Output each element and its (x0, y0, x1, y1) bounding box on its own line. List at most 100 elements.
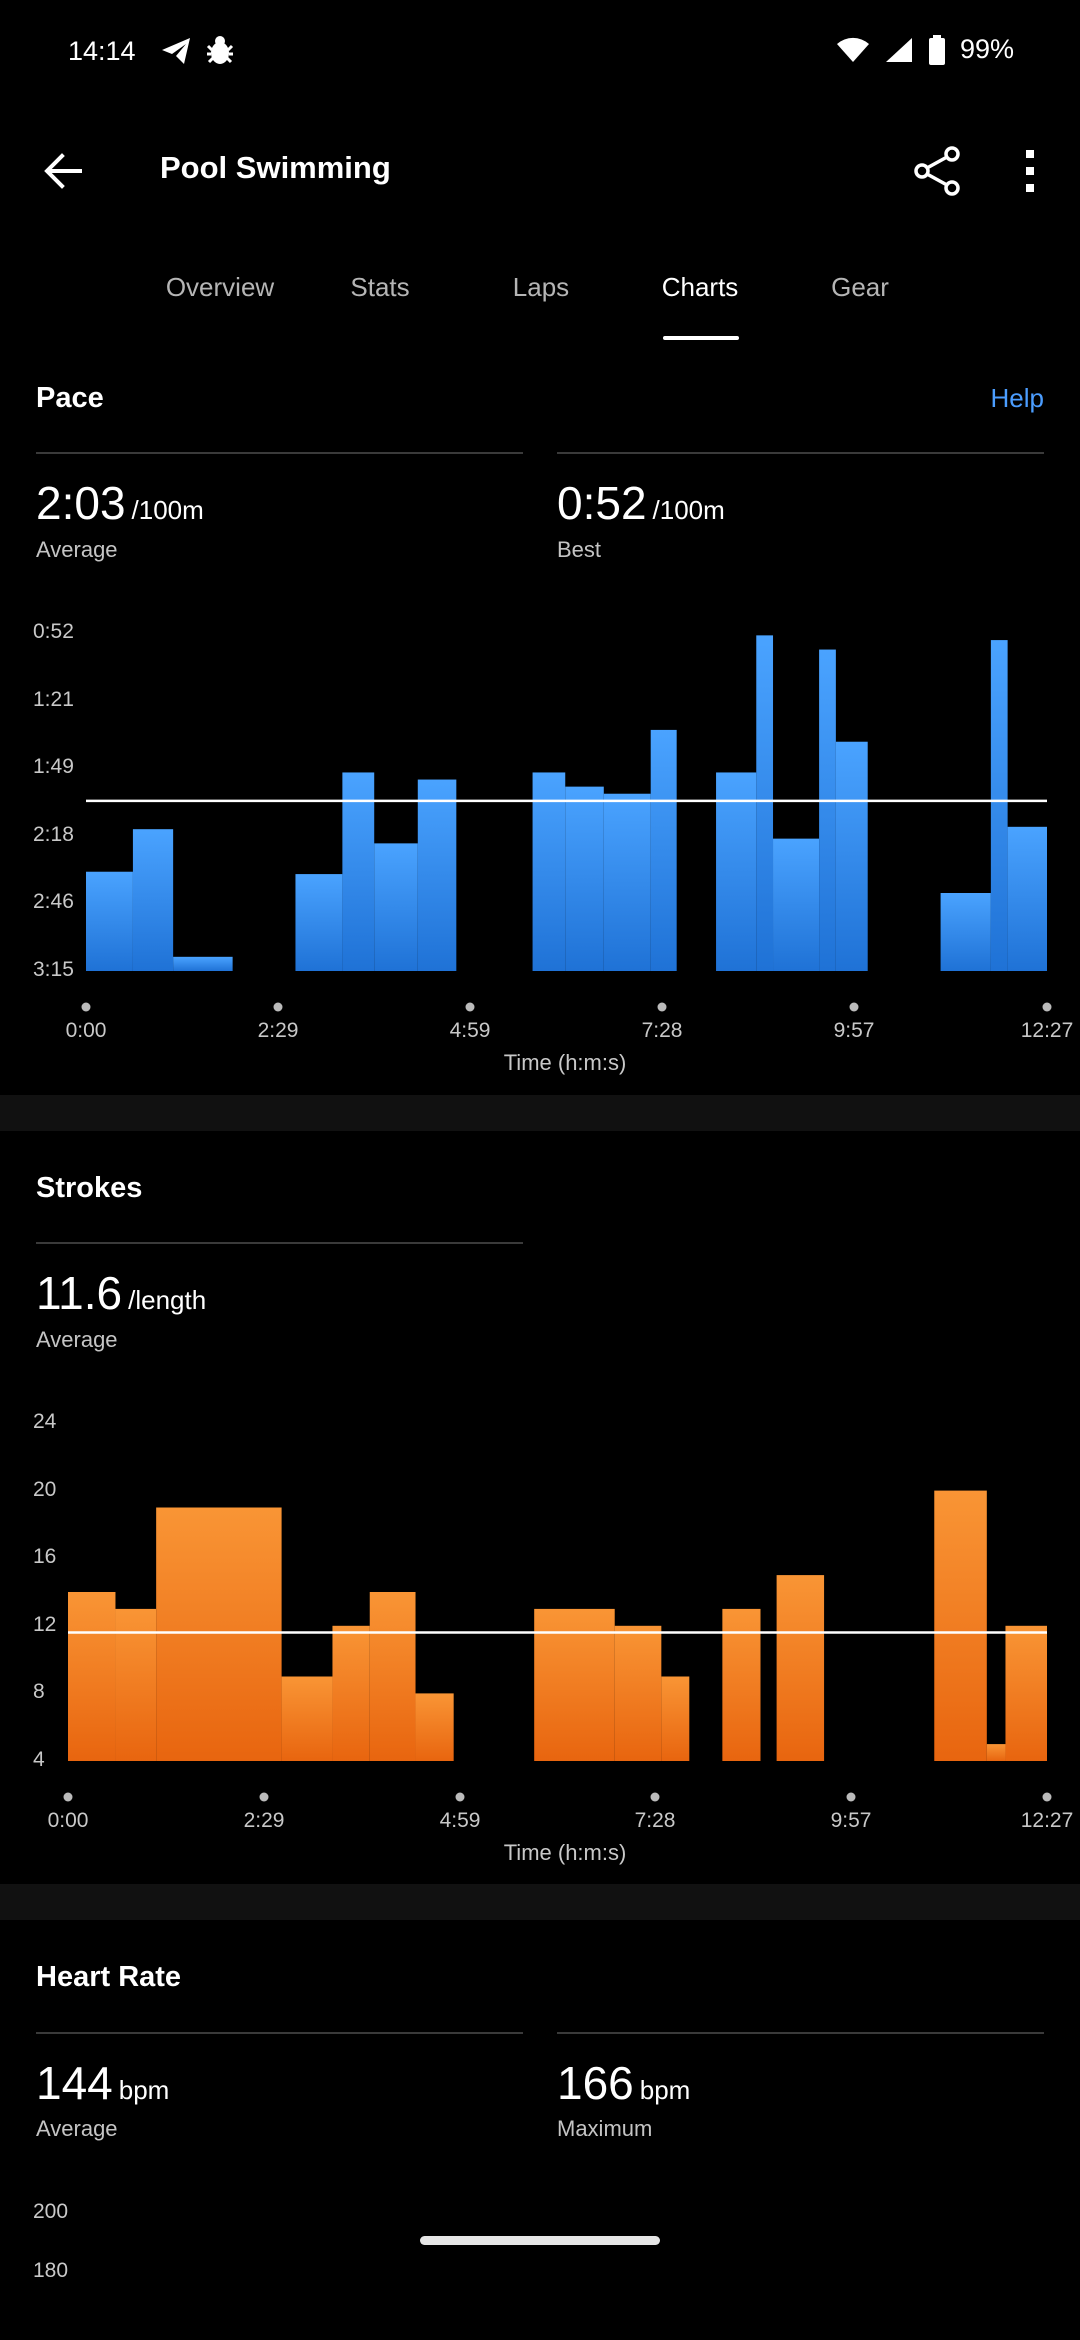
strokes-bar (369, 1592, 416, 1761)
x-tick-dot (455, 1792, 465, 1802)
battery-icon (928, 34, 945, 65)
pace-bar (603, 793, 651, 971)
cell-signal-icon (885, 37, 912, 62)
hr-average-value: 144 bpm (36, 2056, 169, 2110)
y-tick-label: 16 (33, 1545, 57, 1568)
y-tick-label: 180 (33, 2259, 69, 2282)
tab-gear[interactable]: Gear (831, 272, 889, 302)
strokes-bar (661, 1676, 690, 1761)
share-button[interactable] (914, 146, 962, 201)
strokes-x-axis-title: Time (h:m:s) (503, 1840, 627, 1865)
pace-average-unit: /100m (131, 495, 204, 525)
x-tick-label: 2:29 (243, 1809, 285, 1832)
x-tick-label: 2:29 (257, 1019, 299, 1042)
strokes-bar (986, 1744, 1006, 1761)
y-tick-label: 4 (33, 1748, 45, 1771)
divider (557, 2032, 1044, 2034)
divider (36, 2032, 523, 2034)
tab-overview[interactable]: Overview (165, 272, 275, 302)
status-right: 99% (836, 34, 1014, 65)
telegram-icon (162, 38, 190, 64)
strokes-bar (934, 1490, 987, 1761)
section-separator (0, 1884, 1080, 1920)
strokes-chart (68, 1490, 1047, 1761)
y-tick-label: 1:49 (33, 755, 74, 778)
bug-icon (206, 36, 234, 64)
pace-bar (342, 772, 375, 971)
pace-bar (374, 843, 418, 971)
x-tick-label: 0:00 (65, 1019, 107, 1042)
divider (36, 452, 523, 454)
strokes-section-title: Strokes (36, 1172, 143, 1204)
arrow-back-icon (44, 153, 82, 189)
back-button[interactable] (40, 148, 86, 199)
pace-best-label: Best (557, 537, 602, 562)
y-tick-label: 200 (33, 2200, 69, 2223)
y-tick-label: 8 (33, 1680, 45, 1703)
pace-bar (819, 649, 836, 971)
y-tick-label: 0:52 (33, 620, 74, 643)
hr-maximum-number: 166 (557, 2057, 634, 2109)
help-link[interactable]: Help (990, 383, 1044, 413)
strokes-bar (332, 1625, 370, 1761)
pace-bar (990, 640, 1008, 971)
status-notification-icons (160, 34, 250, 73)
battery-percent: 99% (959, 34, 1014, 64)
divider (557, 452, 1044, 454)
strokes-average-number: 11.6 (36, 1267, 123, 1319)
x-tick-dot (465, 1002, 475, 1012)
y-tick-label: 2:18 (33, 823, 74, 846)
y-tick-label: 3:15 (33, 958, 74, 981)
pace-average-value: 2:03/100m (36, 476, 204, 530)
x-tick-dot (846, 1792, 856, 1802)
pace-bar (565, 786, 604, 971)
strokes-bar (68, 1592, 116, 1761)
x-tick-dot (650, 1792, 660, 1802)
strokes-average-label: Average (36, 1327, 118, 1352)
x-tick-dot (63, 1792, 73, 1802)
share-icon (914, 146, 960, 196)
x-tick-dot (657, 1002, 667, 1012)
x-tick-dot (849, 1002, 859, 1012)
strokes-bar (415, 1693, 454, 1761)
pace-best-unit: /100m (652, 495, 725, 525)
pace-bar (773, 838, 820, 971)
y-tick-label: 1:21 (33, 688, 74, 711)
strokes-bar (281, 1676, 333, 1761)
y-tick-label: 2:46 (33, 890, 74, 913)
x-tick-label: 4:59 (439, 1809, 481, 1832)
pace-bar (132, 829, 174, 971)
overflow-menu-button[interactable] (1020, 148, 1040, 199)
hr-maximum-label: Maximum (557, 2116, 653, 2141)
x-tick-dot (1042, 1792, 1052, 1802)
x-tick-dot (259, 1792, 269, 1802)
y-tick-label: 20 (33, 1478, 57, 1501)
x-tick-label: 7:28 (634, 1809, 676, 1832)
pace-bar (756, 635, 774, 971)
more-vert-icon (1026, 150, 1034, 192)
pace-chart (86, 635, 1047, 971)
pace-bar (650, 729, 677, 971)
pace-bar (417, 779, 457, 971)
heart-rate-section-title: Heart Rate (36, 1961, 182, 1993)
tab-charts[interactable]: Charts (661, 272, 739, 302)
hr-maximum-unit: bpm (639, 2075, 691, 2105)
x-tick-label: 7:28 (641, 1019, 683, 1042)
pace-bar (835, 741, 868, 971)
tab-laps[interactable]: Laps (512, 272, 570, 302)
strokes-bar (1005, 1625, 1047, 1761)
strokes-bar (534, 1608, 615, 1761)
tab-stats[interactable]: Stats (350, 272, 410, 302)
x-tick-label: 4:59 (449, 1019, 491, 1042)
strokes-bar (614, 1625, 662, 1761)
divider (36, 1242, 523, 1244)
pace-x-axis-title: Time (h:m:s) (503, 1050, 627, 1075)
pace-bar (86, 871, 133, 971)
x-tick-label: 9:57 (833, 1019, 875, 1042)
hr-maximum-value: 166 bpm (557, 2056, 690, 2110)
hr-average-unit: bpm (118, 2075, 170, 2105)
pace-best-value: 0:52/100m (557, 476, 725, 530)
pace-average-label: Average (36, 537, 118, 562)
y-tick-label: 12 (33, 1613, 57, 1636)
home-indicator[interactable] (420, 2236, 660, 2245)
